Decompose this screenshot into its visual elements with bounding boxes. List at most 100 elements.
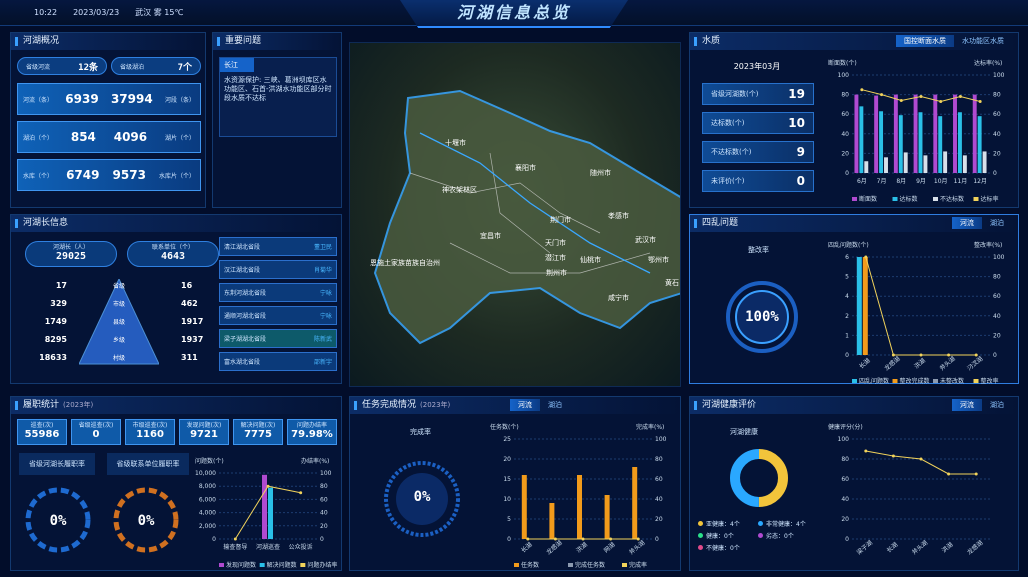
overview-row-label: 水库（个） (23, 172, 54, 180)
rate-point (947, 472, 951, 476)
bar (953, 94, 957, 173)
overview-row-value2: 37994 (110, 92, 153, 106)
bar (577, 475, 582, 539)
map-label: 随州市 (590, 169, 611, 177)
y-tick-label: 2 (845, 313, 849, 320)
y-tick-label: 25 (503, 436, 511, 443)
rate-point (880, 93, 884, 97)
rate-point (609, 537, 613, 541)
issue-card[interactable]: 长江 水资源保护: 三峡、葛洲坝库区水功能区、石首-洪湖水功能区部分时段水质不达… (219, 57, 337, 137)
overview-row[interactable]: 河流（条） 6939 37994 河段（条） (17, 83, 201, 115)
duty-stat: 问题办结率 79.98% (287, 419, 337, 445)
lakes-chip[interactable]: 省级湖泊 7个 (111, 57, 201, 75)
clock: 10:22 (34, 8, 58, 17)
chief-list-item[interactable]: 通顺河湖北省段 宁咏 (219, 306, 337, 325)
issue-text: 水资源保护: 三峡、葛洲坝库区水功能区、石首-洪湖水功能区部分时段水质不达标 (224, 76, 332, 102)
water-stat-value: 0 (796, 174, 805, 188)
title-bar: 河湖信息总览 (400, 0, 628, 28)
duty-stat: 省级巡查(次) 0 (71, 419, 121, 445)
four-panel: 四乱问题 河流 湖泊 整改率 100% 四乱问题数(个) 整改率(%) 0 0 1 20 2 4… (689, 214, 1019, 385)
legend-swatch (933, 197, 938, 201)
overview-row[interactable]: 湖泊（个） 854 4096 湖片（个） (17, 121, 201, 153)
rate2-ring (113, 487, 179, 553)
duty-stat-value: 9721 (190, 429, 218, 440)
x-tick-label: 洪湖 (913, 357, 927, 371)
level-left-count: 8295 (44, 335, 67, 344)
overview-row-right: 湖片（个） (164, 134, 195, 142)
duty-stat: 巡查(次) 55986 (17, 419, 67, 445)
health-legend-item: 非常健康：4个 (758, 519, 806, 528)
fix-rate-value: 100 (745, 309, 771, 325)
map-label: 荆门市 (550, 216, 571, 224)
task-panel: 任务完成情况 (2023年) 河流 湖泊 完成率 0% 任务数(个) 完成率(%) 0 0… (349, 396, 681, 571)
level-right-count: 1937 (181, 335, 204, 344)
duty-stat-label: 省级巡查(次) (78, 422, 114, 429)
task-tab-river[interactable]: 河流 (510, 399, 540, 411)
y2-axis-title: 办结率(%) (301, 457, 329, 465)
legend-text: 不健康：0个 (706, 545, 740, 552)
x-tick-label: 汈汊湖 (965, 355, 984, 373)
y-tick-label: 20 (503, 456, 511, 463)
x-tick-label: 9月 (916, 178, 926, 185)
water-stat[interactable]: 未评价(个) 0 (702, 170, 814, 192)
legend-label: 整改完成数 (900, 377, 930, 385)
chief-list-item[interactable]: 富水湖北省段 邵新宇 (219, 352, 337, 371)
health-pie (730, 449, 788, 507)
issues-title: 重要问题 (213, 33, 341, 50)
bar (874, 95, 879, 173)
water-stat-label: 达标数(个) (711, 119, 745, 127)
task-tab-lake[interactable]: 湖泊 (548, 401, 562, 409)
water-stat[interactable]: 不达标数(个) 9 (702, 141, 814, 163)
chief-list-item[interactable]: 东荆河湖北省段 宁咏 (219, 283, 337, 302)
rate-point (974, 472, 978, 476)
rate1-label: 省级河湖长履职率 (19, 453, 95, 475)
y2-tick-label: 60 (320, 496, 328, 503)
y2-tick-label: 0 (993, 170, 997, 177)
y-tick-label: 10,000 (195, 470, 216, 477)
bar (972, 94, 977, 173)
four-title: 四乱问题 (690, 215, 1018, 232)
legend-swatch (219, 563, 224, 567)
health-tab-lake[interactable]: 湖泊 (990, 401, 1004, 409)
map-label: 十堰市 (445, 139, 466, 147)
y2-tick-label: 0 (993, 352, 997, 359)
level-name: 县级 (112, 319, 125, 326)
legend-label: 整改率 (981, 377, 999, 385)
tab-national[interactable]: 国控断面水质 (896, 35, 954, 47)
rate-point (939, 99, 943, 103)
overview-row[interactable]: 水库（个） 6749 9573 水库片（个） (17, 159, 201, 191)
tab-function[interactable]: 水功能区水质 (962, 37, 1004, 45)
bar (943, 151, 948, 173)
x-tick-label: 长湖 (885, 541, 899, 555)
map-label: 黄石 (665, 279, 679, 287)
health-tab-river[interactable]: 河流 (952, 399, 982, 411)
chiefs-title: 河湖长信息 (11, 215, 341, 232)
y-tick-label: 6,000 (199, 496, 216, 503)
task-ring (384, 461, 460, 537)
rivers-chip[interactable]: 省级河流 12条 (17, 57, 107, 75)
overview-row-label: 湖泊（个） (23, 134, 54, 142)
chief-list-item[interactable]: 汉江湖北省段 肖菊华 (219, 260, 337, 279)
task-rate: 0% (413, 489, 431, 505)
chief-list-item[interactable]: 清江湖北省段 董卫民 (219, 237, 337, 256)
water-stat[interactable]: 达标数(个) 10 (702, 112, 814, 134)
y2-tick-label: 40 (993, 131, 1001, 138)
hubei-map[interactable]: 十堰市 襄阳市 随州市 神农架林区 荆门市 孝感市 宜昌市 恩施土家族苗族自治州 天门市 武汉市潜… (349, 42, 681, 387)
duty-stat-value: 7775 (244, 429, 272, 440)
date: 2023/03/23 (73, 8, 120, 17)
tab-lake[interactable]: 湖泊 (990, 219, 1004, 227)
y2-tick-label: 0 (655, 536, 659, 543)
rivers-count: 12条 (78, 62, 98, 73)
water-stat[interactable]: 省级河湖数(个) 19 (702, 83, 814, 105)
pyramid (79, 279, 159, 365)
y-tick-label: 1 (845, 332, 849, 339)
duty-title-text: 履职统计 (23, 400, 60, 410)
y-tick-label: 60 (841, 476, 849, 483)
y-tick-label: 5 (845, 274, 849, 281)
y-tick-label: 15 (503, 476, 511, 483)
chief-river-name: 富水湖北省段 (224, 359, 261, 366)
rate1-ring (25, 487, 91, 553)
tab-river[interactable]: 河流 (952, 217, 982, 229)
chief-list-item[interactable]: 梁子湖湖北省段 陈新武 (219, 329, 337, 348)
task-ring-title: 完成率 (410, 428, 431, 436)
